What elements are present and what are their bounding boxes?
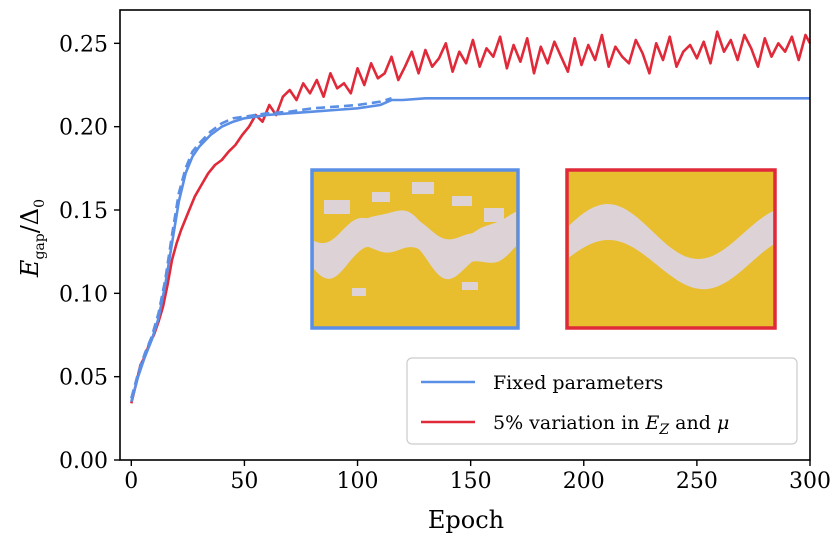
inset-border-0 xyxy=(310,168,520,330)
inset-speck-6 xyxy=(462,282,478,290)
inset-band-1 xyxy=(569,204,773,290)
y-tick-label-1: 0.05 xyxy=(59,366,108,391)
y-tick-label-2: 0.10 xyxy=(59,282,108,307)
x-tick-label-150: 150 xyxy=(450,469,492,494)
x-tick-label-100: 100 xyxy=(337,469,379,494)
series-line-0 xyxy=(130,97,810,403)
y-tick-label-0: 0.00 xyxy=(59,449,108,474)
series-line-2 xyxy=(130,30,812,404)
inset-border-1 xyxy=(565,168,777,330)
plot-frame xyxy=(119,9,811,461)
y-tick-label-5: 0.25 xyxy=(59,32,108,57)
y-tick-label-4: 0.20 xyxy=(59,116,108,141)
inset-band-0 xyxy=(314,210,516,280)
inset-speck-2 xyxy=(412,182,434,194)
inset-0 xyxy=(310,168,520,330)
x-axis: 0 50 100 150 200 250 300 xyxy=(124,460,831,494)
inset-1 xyxy=(565,168,777,330)
legend-box xyxy=(406,357,798,445)
series-line-1 xyxy=(130,97,392,399)
inset-speck-5 xyxy=(352,288,366,296)
series-lines xyxy=(130,30,812,404)
inset-speck-3 xyxy=(452,196,472,206)
inset-speck-0 xyxy=(324,200,350,214)
x-tick-label-50: 50 xyxy=(230,469,258,494)
x-tick-label-300: 300 xyxy=(789,469,831,494)
inset-speck-4 xyxy=(484,208,504,222)
x-tick-label-0: 0 xyxy=(124,469,138,494)
x-axis-label: Epoch xyxy=(428,506,504,534)
y-tick-label-3: 0.15 xyxy=(59,199,108,224)
inset-speck-1 xyxy=(372,192,390,202)
legend-label-variation: 5% variation in EZ and μ xyxy=(493,412,729,438)
y-axis-label: Egap/Δ0 xyxy=(16,199,48,278)
x-tick-label-250: 250 xyxy=(676,469,718,494)
y-axis: 0.00 0.05 0.10 0.15 0.20 0.25 xyxy=(59,32,120,474)
insets xyxy=(310,168,777,330)
x-tick-label-200: 200 xyxy=(563,469,605,494)
legend: Fixed parameters 5% variation in EZ and … xyxy=(406,357,798,445)
legend-label-fixed: Fixed parameters xyxy=(493,372,663,394)
